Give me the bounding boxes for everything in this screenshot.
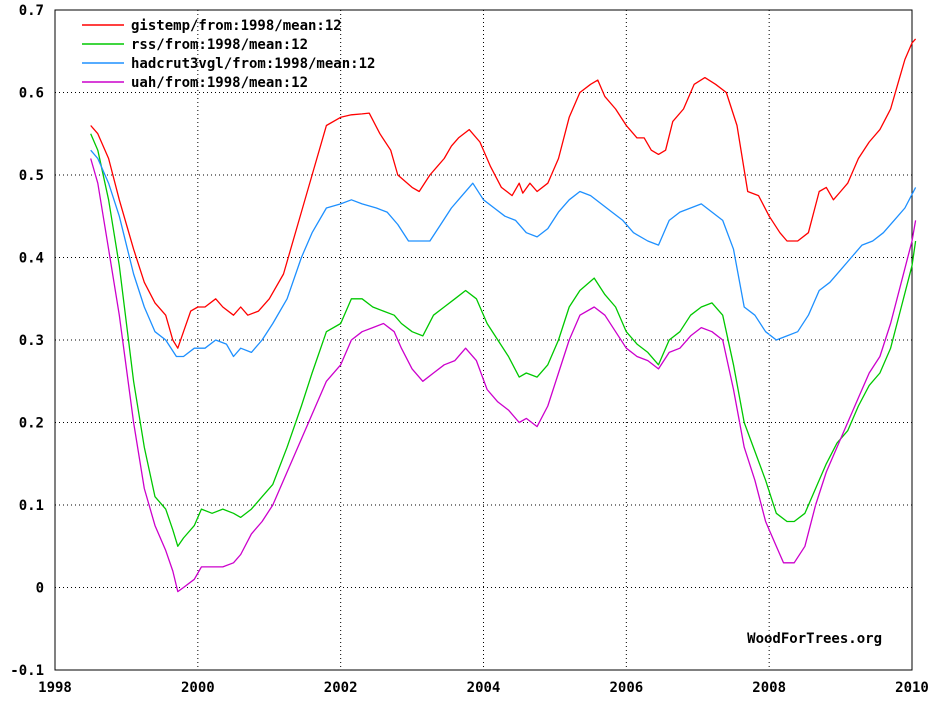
y-tick-label: 0.6 bbox=[19, 86, 44, 102]
x-tick-label: 2006 bbox=[609, 680, 643, 696]
x-tick-label: 2004 bbox=[467, 680, 501, 696]
horizontal-gridlines bbox=[55, 92, 912, 588]
y-tick-label: 0.7 bbox=[19, 3, 44, 19]
x-tick-label: 2002 bbox=[324, 680, 358, 696]
y-tick-label: 0.2 bbox=[19, 416, 44, 432]
series-line-2 bbox=[90, 133, 917, 547]
y-axis-tick-labels: -0.1 0 0.1 0.2 0.3 0.4 0.5 0.6 0.7 bbox=[10, 3, 44, 679]
y-tick-label: 0 bbox=[36, 581, 44, 597]
series-line-1 bbox=[90, 38, 917, 349]
y-tick-label: -0.1 bbox=[10, 663, 44, 679]
series-line-3 bbox=[90, 149, 917, 358]
y-tick-label: 0.5 bbox=[19, 168, 44, 184]
credit-text: WoodForTrees.org bbox=[747, 631, 882, 647]
x-axis-tick-labels: 1998 2000 2002 2004 2006 2008 2010 bbox=[38, 680, 929, 696]
plot-frame bbox=[54, 9, 913, 671]
legend-label-2: rss/from:1998/mean:12 bbox=[131, 37, 308, 53]
y-tick-label: 0.1 bbox=[19, 498, 44, 514]
series-line-4 bbox=[90, 158, 917, 593]
x-tick-label: 2008 bbox=[752, 680, 786, 696]
y-tick-label: 0.4 bbox=[19, 251, 44, 267]
legend-label-3: hadcrut3vgl/from:1998/mean:12 bbox=[131, 56, 375, 72]
x-tick-label: 2010 bbox=[895, 680, 929, 696]
x-tick-label: 1998 bbox=[38, 680, 72, 696]
legend: gistemp/from:1998/mean:12 rss/from:1998/m… bbox=[82, 18, 375, 91]
x-tick-label: 2000 bbox=[181, 680, 215, 696]
series-lines bbox=[90, 38, 917, 593]
y-tick-label: 0.3 bbox=[19, 333, 44, 349]
legend-label-4: uah/from:1998/mean:12 bbox=[131, 75, 308, 91]
legend-label-1: gistemp/from:1998/mean:12 bbox=[131, 18, 342, 34]
